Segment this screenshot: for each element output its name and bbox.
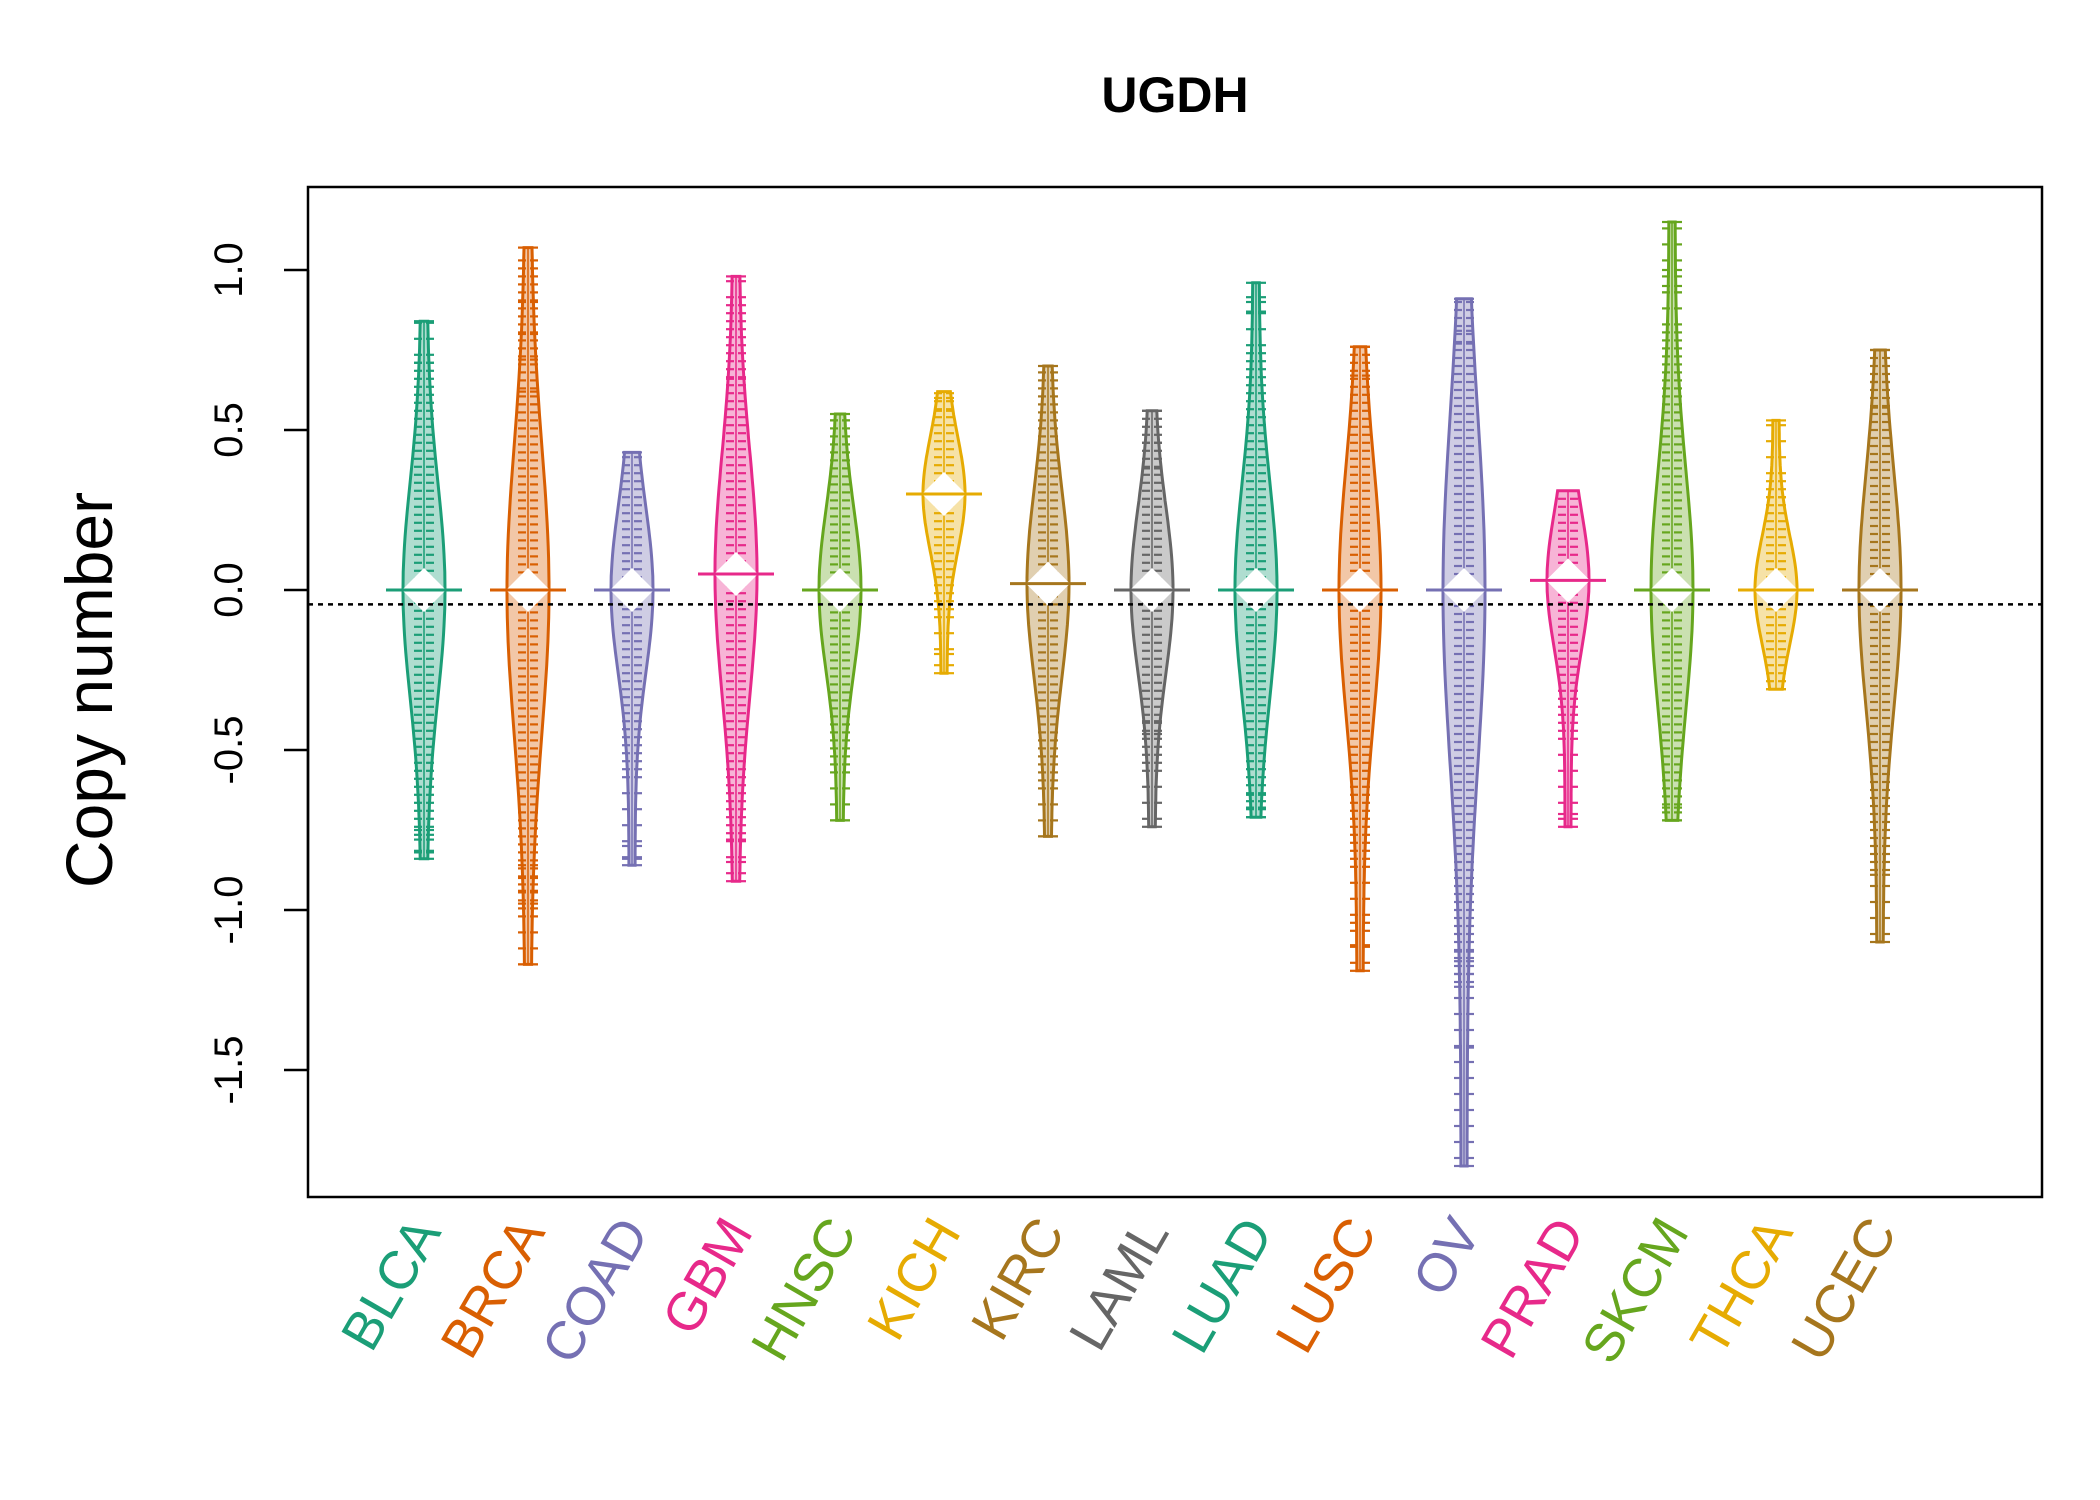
bean-density (1337, 345, 1383, 973)
category-label-hnsc: HNSC (740, 1208, 868, 1371)
bean-density (1753, 418, 1799, 691)
bean-gbm (698, 274, 774, 883)
y-tick-label: -1.0 (207, 876, 251, 945)
bean-density (817, 412, 863, 822)
bean-blca (386, 319, 462, 861)
bean-density (1545, 489, 1591, 829)
y-tick-label: -1.5 (207, 1036, 251, 1105)
bean-density (921, 390, 967, 675)
bean-thca (1738, 418, 1814, 691)
category-label-coad: COAD (530, 1208, 660, 1373)
bean-laml (1114, 409, 1190, 829)
bean-luad (1218, 281, 1294, 819)
bean-ov (1426, 297, 1502, 1168)
plot-frame (306, 185, 2044, 1199)
bean-density (1857, 348, 1903, 944)
y-axis-label: Copy number (52, 492, 126, 888)
bean-coad (594, 450, 670, 867)
beans-layer (386, 220, 1918, 1168)
bean-skcm (1634, 220, 1710, 822)
bean-density (1129, 409, 1175, 829)
category-label-gbm: GBM (651, 1208, 764, 1345)
bean-density (609, 450, 655, 867)
bean-prad (1530, 489, 1606, 829)
category-label-laml: LAML (1058, 1208, 1181, 1360)
y-tick-label: 1.0 (207, 242, 251, 298)
chart-title: UGDH (1101, 67, 1248, 123)
y-tick-label: 0.0 (207, 562, 251, 618)
bean-kich (906, 390, 982, 675)
category-label-luad: LUAD (1160, 1208, 1284, 1363)
category-label-ucec: UCEC (1780, 1208, 1908, 1371)
category-label-ov: OV (1401, 1208, 1492, 1306)
y-tick-label: -0.5 (207, 716, 251, 785)
bean-lusc (1322, 345, 1398, 973)
bean-density (1649, 220, 1695, 822)
category-label-skcm: SKCM (1570, 1208, 1700, 1373)
category-label-kich: KICH (856, 1208, 972, 1350)
y-axis: 1.0 0.5 0.0 -0.5 -1.0 -1.5 (207, 242, 310, 1105)
bean-hnsc (802, 412, 878, 822)
y-tick-label: 0.5 (207, 402, 251, 458)
bean-kirc (1010, 364, 1086, 838)
category-label-lusc: LUSC (1264, 1208, 1388, 1363)
bean-brca (490, 246, 566, 966)
bean-density (1441, 297, 1487, 1168)
bean-density (1233, 281, 1279, 819)
bean-ucec (1842, 348, 1918, 944)
